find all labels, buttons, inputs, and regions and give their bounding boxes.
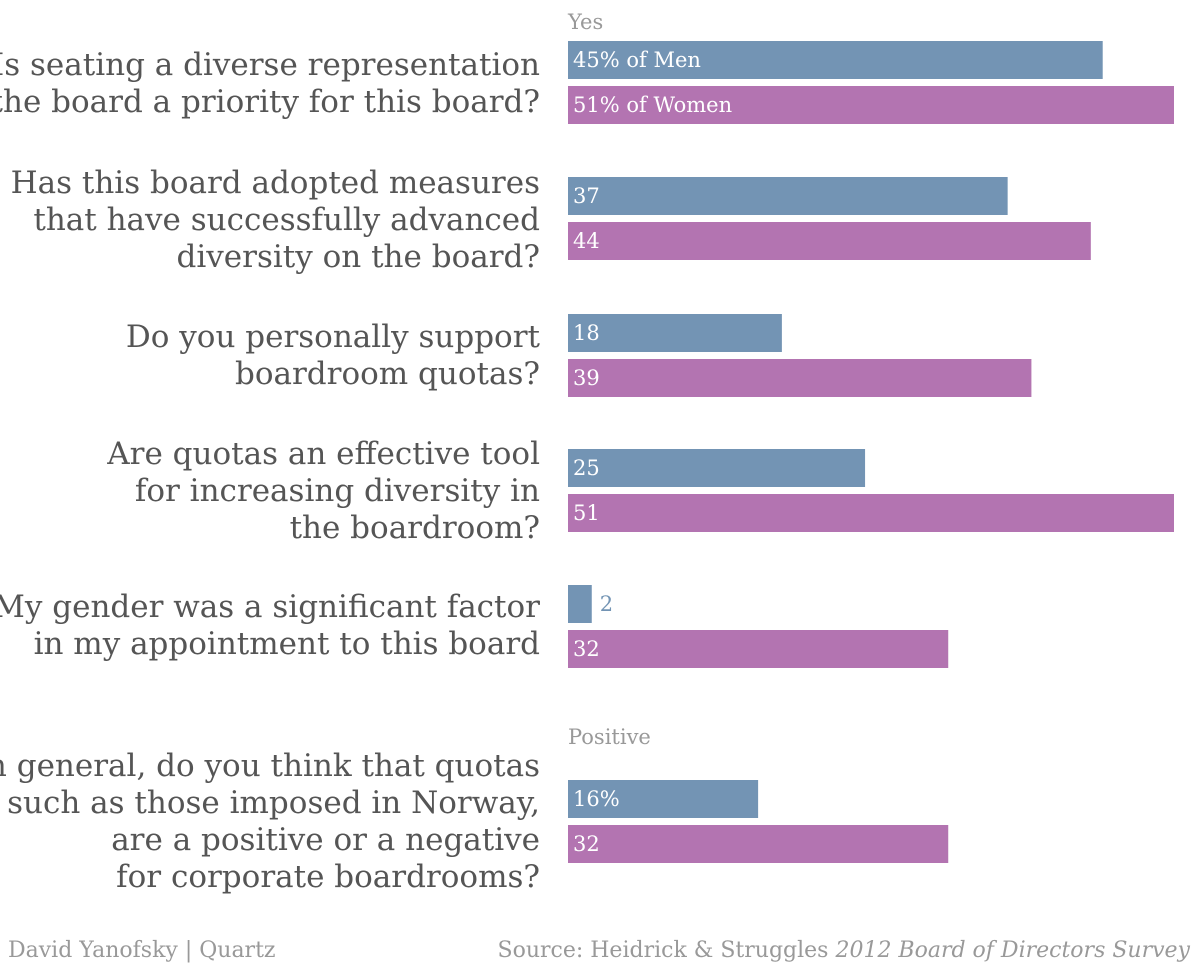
question-line: boardroom quotas? [235,356,540,392]
question-line: diversity on the board? [177,239,540,275]
question-line: Is seating a diverse representation [0,47,540,83]
bar-women [568,630,949,668]
bar-value-label-women: 32 [573,637,600,661]
bar-value-label-women: 51 [573,501,600,525]
bar-value-label-men: 45% of Men [573,48,701,72]
source-prefix: Source: Heidrick & Struggles [498,938,836,963]
bar-men [568,314,782,352]
bar-men [568,780,759,818]
bar-men [568,449,866,487]
question-labels: Is seating a diverse representation on th… [0,47,541,895]
bar-women [568,494,1174,532]
question-line: for increasing diversity in [135,473,540,509]
bar-value-label-women: 44 [573,229,600,253]
question-line: My gender was a significant factor [0,589,540,625]
bar-value-label-men: 2 [600,592,613,616]
bar-women [568,222,1091,260]
question-line: for corporate boardrooms? [116,859,540,895]
question-label: Do you personally support boardroom quota… [126,319,541,392]
bar-women [568,359,1032,397]
section-label: Positive [568,725,651,749]
credit-text: David Yanofsky | Quartz [8,938,276,963]
question-label: In general, do you think that quotas such… [0,748,540,895]
question-line: such as those imposed in Norway, [7,785,540,821]
bar-men [568,41,1103,79]
question-line: the boardroom? [290,510,540,546]
section-label: Yes [567,10,603,34]
question-line: Are quotas an effective tool [106,436,540,472]
question-line: that have successfully advanced [33,202,540,238]
source-text: Source: Heidrick & Struggles 2012 Board … [498,938,1191,963]
footer: David Yanofsky | Quartz Source: Heidrick… [8,938,1191,963]
source-title: 2012 Board of Directors Survey [834,938,1190,963]
bar-women [568,825,949,863]
question-label: Has this board adopted measures that have… [11,165,540,275]
section-labels: Yes Positive [567,10,651,749]
question-line: are a positive or a negative [111,822,540,858]
question-label: Is seating a diverse representation on th… [0,47,540,120]
bar-value-label-women: 32 [573,832,600,856]
question-label: My gender was a significant factor in my … [0,589,540,662]
bar-value-label-women: 51% of Women [573,93,732,117]
bar-men [568,177,1008,215]
question-label: Are quotas an effective tool for increasi… [106,436,540,546]
bar-value-label-women: 39 [573,366,600,390]
question-line: in my appointment to this board [34,626,540,662]
question-line: Do you personally support [126,319,541,355]
bar-value-label-men: 37 [573,184,600,208]
bar-value-label-men: 25 [573,456,600,480]
question-line: In general, do you think that quotas [0,748,540,784]
bar-women [568,86,1174,124]
question-line: Has this board adopted measures [11,165,540,201]
bar-value-label-men: 18 [573,321,600,345]
bar-men [568,585,592,623]
bar-value-label-men: 16% [573,787,620,811]
question-line: on the board a priority for this board? [0,84,540,120]
